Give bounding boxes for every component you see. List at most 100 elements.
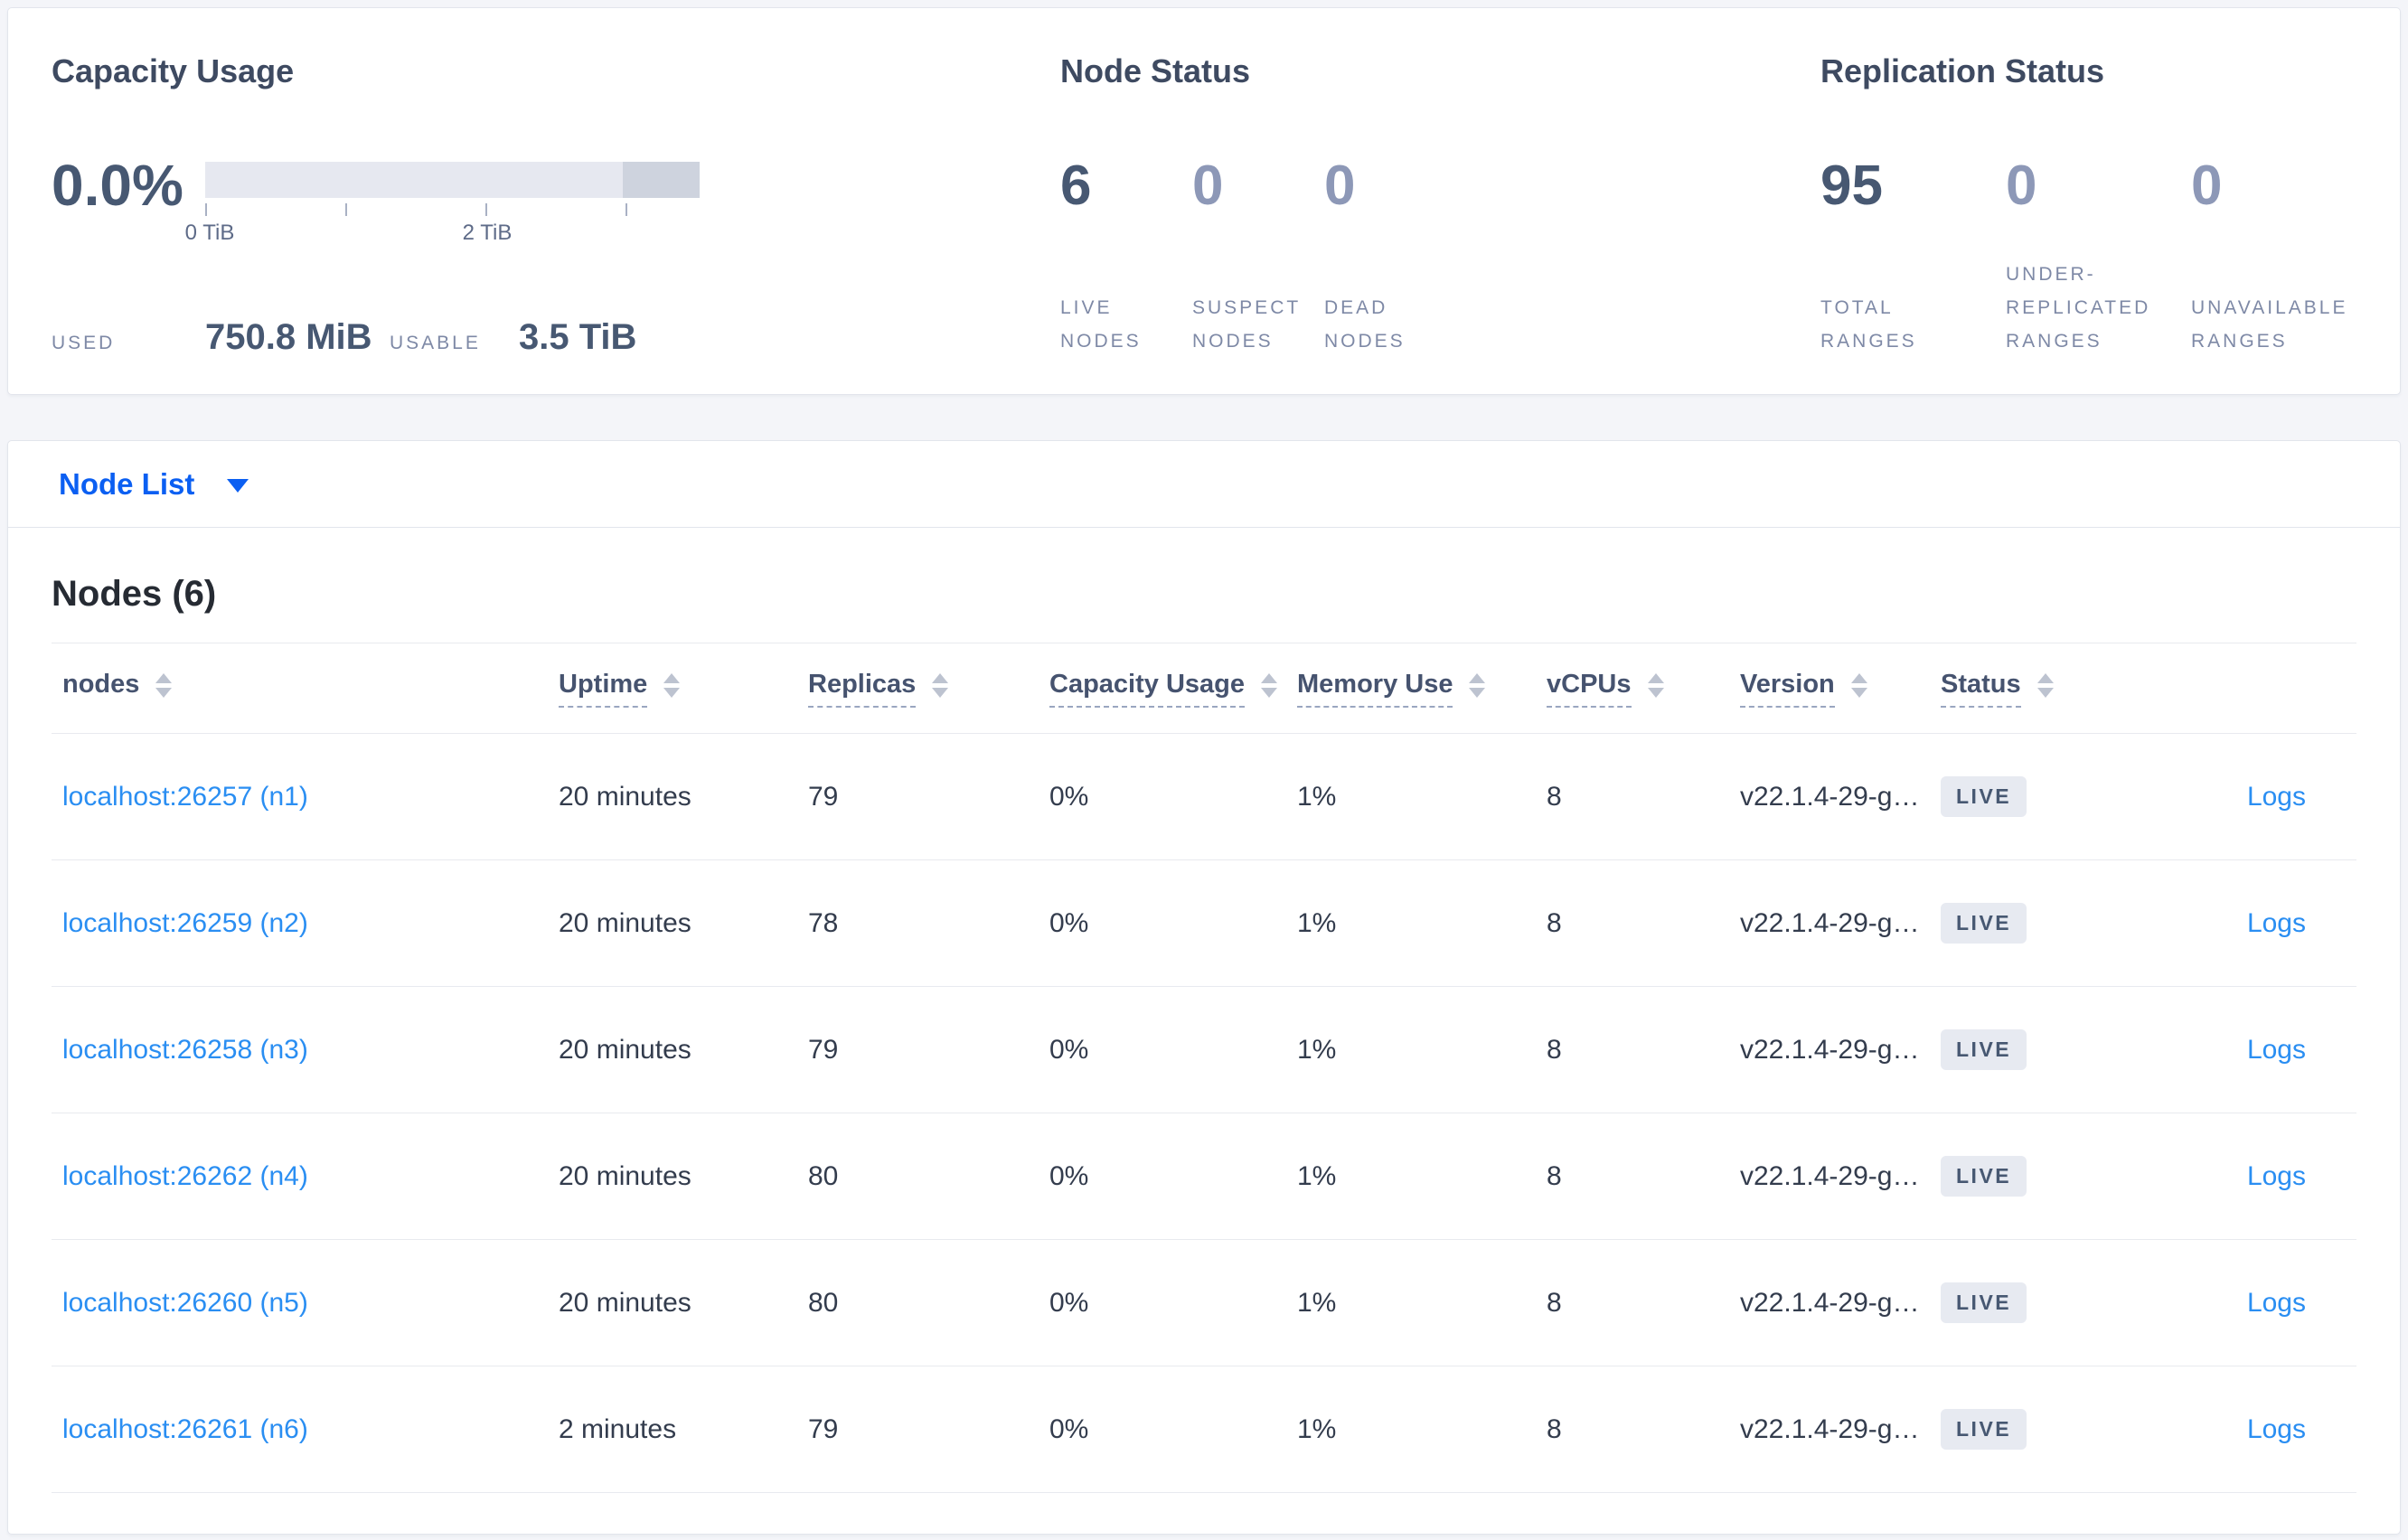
- summary-stat: 0 UNDER-REPLICATED RANGES: [2006, 155, 2174, 358]
- capacity-body: 0.0% 0 TiB 2 TiB USED 750.8 MiB: [52, 153, 1060, 358]
- capacity-usage-cell: 0%: [1039, 986, 1286, 1113]
- version-cell: v22.1.4-29-g…: [1729, 1366, 1930, 1493]
- column-header[interactable]: Uptime: [548, 643, 797, 734]
- stat-label: DEAD NODES: [1324, 297, 1406, 352]
- node-status-title: Node Status: [1060, 52, 1251, 89]
- node-table-row: localhost:26260 (n5) 20 minutes 80 0% 1%…: [52, 1239, 2356, 1366]
- column-header-label: Replicas: [808, 670, 917, 708]
- replication-status-title: Replication Status: [1820, 52, 2105, 89]
- status-badge: LIVE: [1941, 1029, 2027, 1070]
- stat-value: 0: [1192, 155, 1224, 217]
- uptime-cell: 20 minutes: [548, 733, 797, 860]
- node-table-row: localhost:26257 (n1) 20 minutes 79 0% 1%…: [52, 733, 2356, 860]
- stat-value: 95: [1820, 155, 1883, 217]
- vcpus-cell: 8: [1536, 1366, 1729, 1493]
- column-header-label: Uptime: [559, 670, 648, 708]
- nodes-table: nodes Uptime Replicas Capacity Usage: [52, 643, 2356, 1493]
- column-header[interactable]: Status: [1930, 643, 2141, 734]
- memory-use-cell: 1%: [1286, 1239, 1536, 1366]
- sort-icon: [1850, 673, 1867, 698]
- status-badge: LIVE: [1941, 1409, 2027, 1450]
- capacity-usage-section: Capacity Usage 0.0% 0 TiB 2 TiB: [52, 52, 1060, 358]
- usable-value: 3.5 TiB: [519, 317, 637, 357]
- node-link[interactable]: localhost:26262 (n4): [62, 1160, 308, 1191]
- column-header-label: Capacity Usage: [1049, 670, 1245, 708]
- stat-label: UNAVAILABLE RANGES: [2191, 297, 2348, 352]
- capacity-bar-track: [205, 162, 700, 198]
- status-badge: LIVE: [1941, 903, 2027, 944]
- axis-tick-label: 2 TiB: [462, 221, 513, 245]
- node-list-dropdown[interactable]: Node List: [8, 441, 2400, 528]
- column-header[interactable]: Replicas: [797, 643, 1039, 734]
- stat-label: SUSPECT NODES: [1192, 297, 1301, 352]
- node-link[interactable]: localhost:26259 (n2): [62, 907, 308, 938]
- vcpus-cell: 8: [1536, 859, 1729, 987]
- stat-label: TOTAL RANGES: [1820, 297, 1917, 352]
- logs-link[interactable]: Logs: [2246, 1160, 2306, 1191]
- logs-link[interactable]: Logs: [2246, 907, 2306, 938]
- nodes-table-section: Nodes (6) nodes Uptime Repl: [8, 528, 2400, 1493]
- uptime-cell: 20 minutes: [548, 1113, 797, 1240]
- capacity-usage-cell: 0%: [1039, 1113, 1286, 1240]
- version-cell: v22.1.4-29-g…: [1729, 859, 1930, 987]
- node-link[interactable]: localhost:26260 (n5): [62, 1287, 308, 1318]
- stat-value: 6: [1060, 155, 1092, 217]
- logs-link[interactable]: Logs: [2246, 1413, 2306, 1444]
- status-badge: LIVE: [1941, 1156, 2027, 1197]
- column-header[interactable]: vCPUs: [1536, 643, 1729, 734]
- replication-status-stats: 95 TOTAL RANGES 0 UNDER-REPLICATED RANGE…: [1820, 155, 2376, 358]
- column-header-label: nodes: [62, 669, 140, 699]
- uptime-cell: 20 minutes: [548, 859, 797, 987]
- capacity-percent: 0.0%: [52, 153, 183, 218]
- node-status-stats: 6 LIVE NODES 0 SUSPECT NODES 0 DEAD NODE…: [1060, 155, 1820, 358]
- logs-link[interactable]: Logs: [2246, 781, 2306, 812]
- column-header[interactable]: Version: [1729, 643, 1930, 734]
- node-table-row: localhost:26259 (n2) 20 minutes 78 0% 1%…: [52, 859, 2356, 987]
- axis-tick-mark: [626, 203, 627, 216]
- status-badge: LIVE: [1941, 1282, 2027, 1323]
- replicas-cell: 79: [797, 986, 1039, 1113]
- stat-value: 0: [2006, 155, 2037, 217]
- uptime-cell: 2 minutes: [548, 1366, 797, 1493]
- node-link[interactable]: localhost:26261 (n6): [62, 1413, 308, 1444]
- uptime-cell: 20 minutes: [548, 1239, 797, 1366]
- replication-status-section: Replication Status 95 TOTAL RANGES 0 UND…: [1820, 52, 2376, 358]
- memory-use-cell: 1%: [1286, 859, 1536, 987]
- node-link[interactable]: localhost:26258 (n3): [62, 1034, 308, 1065]
- version-cell: v22.1.4-29-g…: [1729, 733, 1930, 860]
- logs-link[interactable]: Logs: [2246, 1034, 2306, 1065]
- stat-value: 0: [1324, 155, 1356, 217]
- axis-tick-mark: [345, 203, 347, 216]
- capacity-usage-cell: 0%: [1039, 1366, 1286, 1493]
- replicas-cell: 80: [797, 1113, 1039, 1240]
- memory-use-cell: 1%: [1286, 1113, 1536, 1240]
- column-header[interactable]: Memory Use: [1286, 643, 1536, 734]
- vcpus-cell: 8: [1536, 1113, 1729, 1240]
- replicas-cell: 79: [797, 733, 1039, 860]
- used-label: USED: [52, 333, 116, 353]
- sort-icon: [1261, 673, 1277, 698]
- table-header-row: nodes Uptime Replicas Capacity Usage: [52, 643, 2356, 734]
- replicas-cell: 78: [797, 859, 1039, 987]
- version-cell: v22.1.4-29-g…: [1729, 1113, 1930, 1240]
- nodes-heading: Nodes (6): [52, 574, 217, 614]
- stat-label: UNDER-REPLICATED RANGES: [2006, 264, 2151, 352]
- logs-link[interactable]: Logs: [2246, 1287, 2306, 1318]
- node-list-dropdown-label: Node List: [59, 466, 195, 501]
- column-header[interactable]: nodes: [52, 643, 548, 734]
- sort-icon: [2036, 673, 2054, 698]
- replicas-cell: 79: [797, 1366, 1039, 1493]
- sort-icon: [932, 673, 949, 698]
- summary-stat: 0 DEAD NODES: [1324, 155, 1456, 358]
- sort-icon: [663, 673, 681, 698]
- node-link[interactable]: localhost:26257 (n1): [62, 781, 308, 812]
- column-header[interactable]: Capacity Usage: [1039, 643, 1286, 734]
- sort-icon: [155, 673, 173, 698]
- sort-icon: [1647, 673, 1664, 698]
- caret-down-icon: [227, 479, 249, 493]
- memory-use-cell: 1%: [1286, 733, 1536, 860]
- uptime-cell: 20 minutes: [548, 986, 797, 1113]
- node-status-section: Node Status 6 LIVE NODES 0 SUSPECT NODES…: [1060, 52, 1820, 358]
- column-header: [2141, 643, 2356, 734]
